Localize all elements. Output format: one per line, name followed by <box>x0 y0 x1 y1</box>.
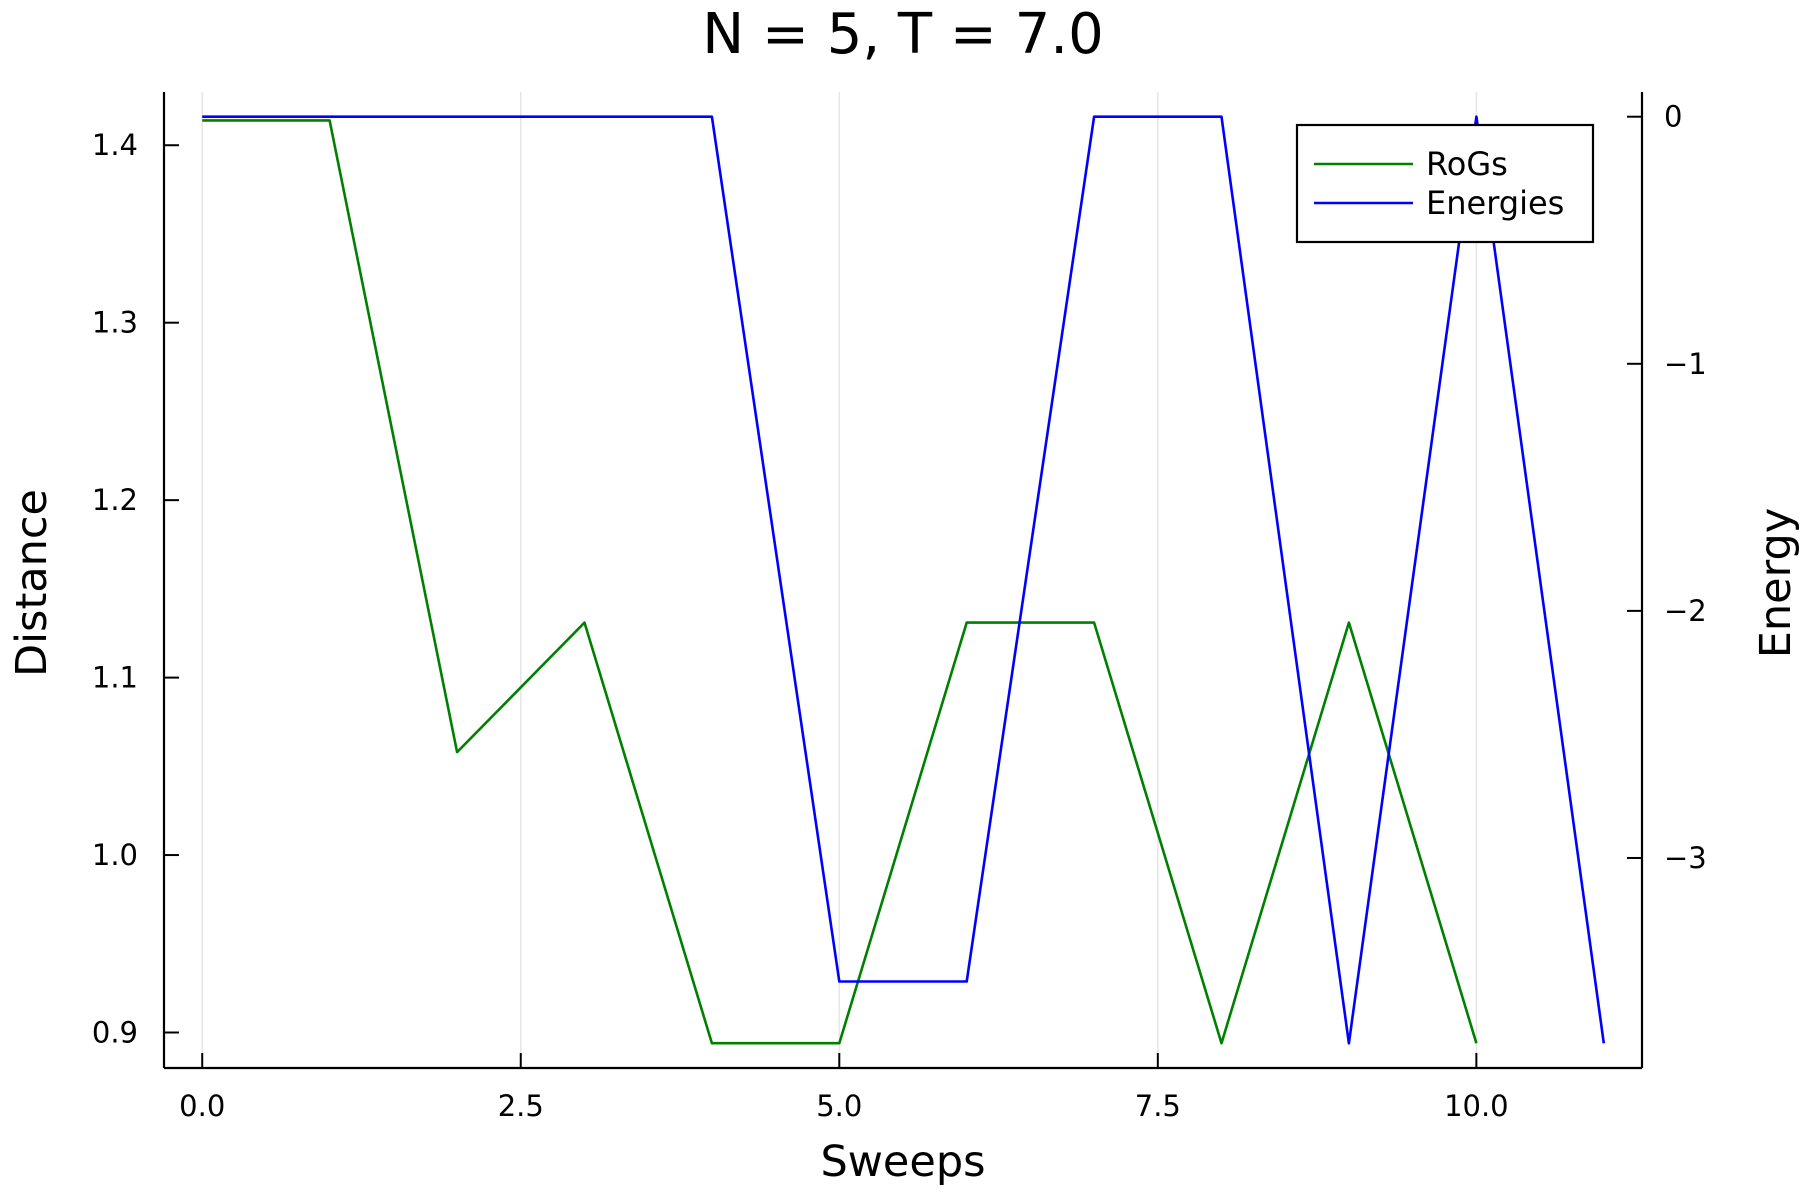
y2-axis-title: Energy <box>1751 508 1800 659</box>
legend-box <box>1295 123 1595 244</box>
x-tick-label: 2.5 <box>498 1089 544 1123</box>
y-tick-label: 1.3 <box>92 306 138 340</box>
y-tick-label: 0.9 <box>92 1016 138 1050</box>
legend-label-rogs: RoGs <box>1426 145 1508 183</box>
legend-label-energies: Energies <box>1426 184 1564 222</box>
y2-tick-label: −1 <box>1664 347 1707 381</box>
y-tick-label: 1.1 <box>92 661 138 695</box>
y-tick-label: 1.2 <box>92 483 138 517</box>
y2-tick-label: 0 <box>1664 100 1682 134</box>
y-tick-label: 1.4 <box>92 128 138 162</box>
x-tick-label: 0.0 <box>179 1089 225 1123</box>
y-axis-title: Distance <box>7 489 57 677</box>
x-tick-label: 5.0 <box>816 1089 862 1123</box>
tick-marks: 0.0 2.5 5.0 7.5 10.0 0.9 1.0 1.1 1.2 1.3 1.4 0 −1 −2 −… <box>92 100 1707 1123</box>
chart-title: N = 5, T = 7.0 <box>702 2 1103 67</box>
x-tick-label: 10.0 <box>1444 1089 1509 1123</box>
axes <box>162 92 1644 1070</box>
x-tick-label: 7.5 <box>1135 1089 1181 1123</box>
series-line-rogs <box>202 119 1478 1045</box>
legend: RoGs Energies <box>1295 123 1595 244</box>
y2-tick-label: −2 <box>1664 594 1707 628</box>
series-lines <box>202 115 1606 1045</box>
series-line-energies <box>202 115 1606 1045</box>
grid <box>201 92 1478 1068</box>
y2-tick-label: −3 <box>1664 841 1707 875</box>
x-axis-title: Sweeps <box>820 1137 985 1187</box>
y-tick-label: 1.0 <box>92 838 138 872</box>
